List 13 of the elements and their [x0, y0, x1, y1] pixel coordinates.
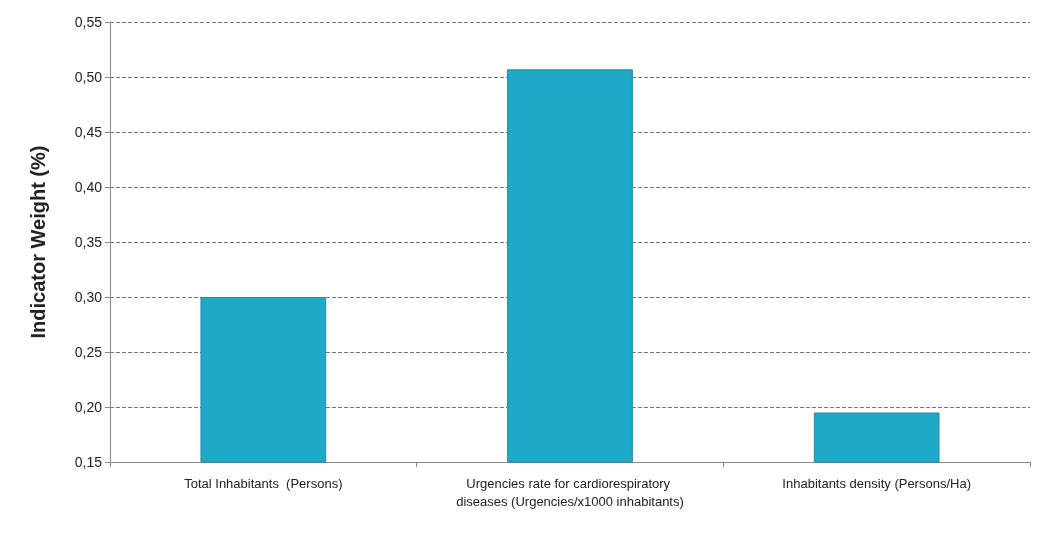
x-tick-label: Urgencies rate for cardiorespiratory diseases (Urgencies/x1000 inhabitants) [456, 475, 684, 509]
y-tick-label: 0,25 [74, 344, 103, 360]
y-tick-label: 0,15 [74, 454, 103, 470]
y-tick-label: 0,40 [74, 179, 103, 195]
y-tick-label: 0,45 [74, 124, 103, 140]
y-tick-label: 0,50 [74, 69, 103, 85]
y-tick-label: 0,35 [74, 234, 103, 250]
x-tick-label: Inhabitants density (Persons/Ha) [782, 475, 971, 491]
y-tick-label: 0,30 [74, 289, 103, 305]
y-axis-title: Indicator Weight (%) [27, 145, 49, 339]
y-tick-label: 0,55 [74, 14, 103, 30]
y-tick-label: 0,20 [74, 399, 103, 415]
x-tick-label: Total Inhabitants (Persons) [184, 475, 343, 491]
